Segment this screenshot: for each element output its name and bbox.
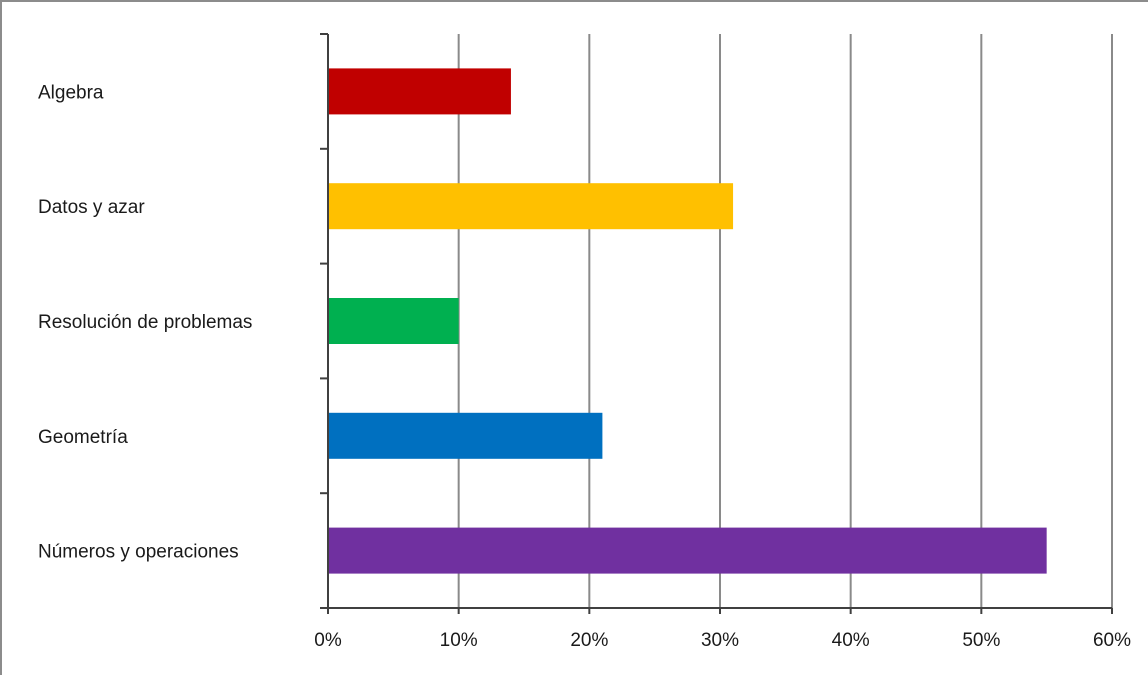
bars xyxy=(328,68,1047,574)
axes xyxy=(320,33,1113,614)
x-tick-label: 10% xyxy=(440,630,478,651)
x-tick-label: 20% xyxy=(570,630,608,651)
category-label: Resolución de problemas xyxy=(38,312,252,333)
x-tick-label: 30% xyxy=(701,630,739,651)
category-label: Números y operaciones xyxy=(38,542,239,563)
x-tick-label: 0% xyxy=(314,630,342,651)
bar-2 xyxy=(328,298,459,344)
bar-4 xyxy=(328,527,1047,574)
x-tick-label: 50% xyxy=(962,630,1000,651)
gridlines xyxy=(457,34,1113,608)
category-label: Datos y azar xyxy=(38,197,145,218)
x-tick-label: 60% xyxy=(1093,630,1131,651)
category-label: Geometría xyxy=(38,427,128,448)
bar-0 xyxy=(328,68,511,115)
bar-1 xyxy=(328,183,734,230)
category-label: Algebra xyxy=(38,82,104,103)
bar-3 xyxy=(328,412,603,459)
labels: 0% 10% 20% 30% 40% 50% 60% Algebra Datos y azar R… xyxy=(38,82,1131,651)
x-tick-label: 40% xyxy=(832,630,870,651)
